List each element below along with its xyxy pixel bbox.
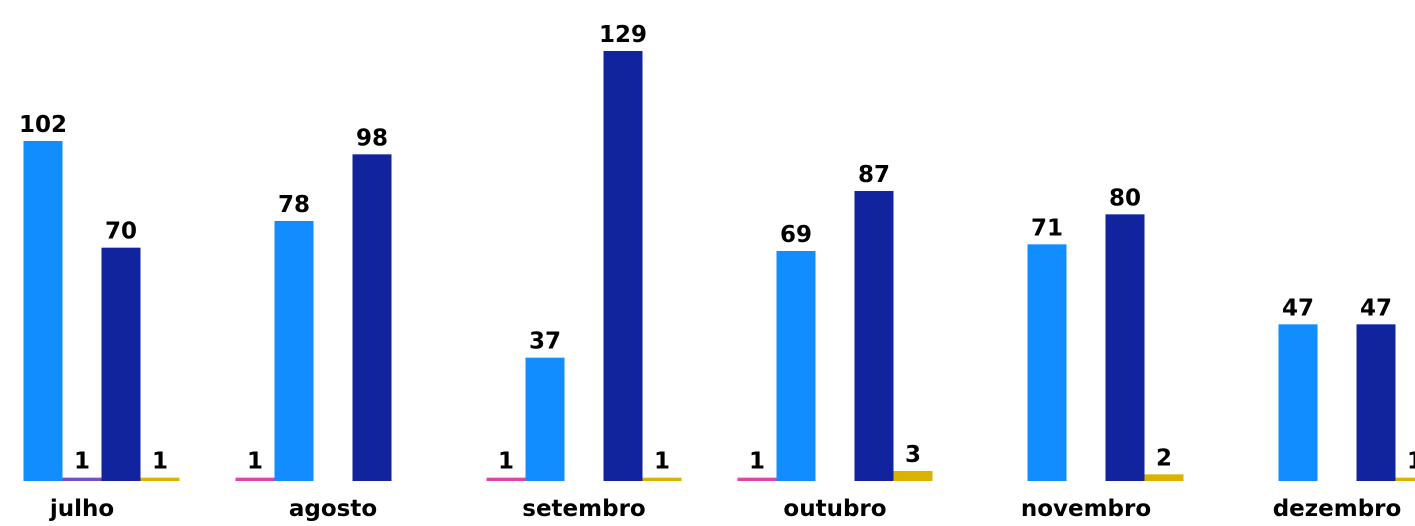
bar <box>525 357 565 481</box>
bar <box>1278 324 1318 481</box>
bar <box>62 477 102 481</box>
bar <box>1395 477 1415 481</box>
x-tick-label: novembro <box>1021 496 1151 522</box>
bar <box>603 51 643 481</box>
data-label: 71 <box>1031 215 1063 241</box>
bar <box>352 154 392 482</box>
x-tick-label: agosto <box>289 496 377 522</box>
data-label: 129 <box>599 22 647 48</box>
data-label: 87 <box>858 162 890 188</box>
data-label: 69 <box>780 222 812 248</box>
data-label: 102 <box>19 112 67 138</box>
bar <box>235 477 275 481</box>
data-label: 1 <box>498 449 514 475</box>
data-label: 1 <box>654 449 670 475</box>
data-label: 37 <box>529 329 561 355</box>
bar <box>140 477 180 481</box>
bar <box>893 471 933 481</box>
bar <box>274 221 314 481</box>
data-label: 1 <box>247 449 263 475</box>
data-label: 80 <box>1109 185 1141 211</box>
bar <box>1105 214 1145 482</box>
x-tick-label: outubro <box>783 496 886 522</box>
bar <box>737 477 777 481</box>
data-label: 1 <box>152 449 168 475</box>
x-tick-label: setembro <box>522 496 645 522</box>
data-label: 47 <box>1360 295 1392 321</box>
data-label: 1 <box>749 449 765 475</box>
data-label: 2 <box>1156 445 1172 471</box>
x-tick-label: julho <box>49 496 114 522</box>
bar <box>1027 244 1067 481</box>
bar <box>1356 324 1396 481</box>
data-label: 98 <box>356 125 388 151</box>
bar <box>486 477 526 481</box>
data-label: 78 <box>278 192 310 218</box>
data-label: 47 <box>1282 295 1314 321</box>
data-label: 1 <box>1407 449 1415 475</box>
bar <box>642 477 682 481</box>
bar <box>1144 474 1184 481</box>
data-label: 1 <box>74 449 90 475</box>
x-tick-label: dezembro <box>1273 496 1402 522</box>
bar <box>776 251 816 481</box>
bar <box>854 191 894 481</box>
bar <box>101 247 141 481</box>
data-label: 70 <box>105 219 137 245</box>
bar <box>23 141 63 481</box>
data-label: 3 <box>905 442 921 468</box>
